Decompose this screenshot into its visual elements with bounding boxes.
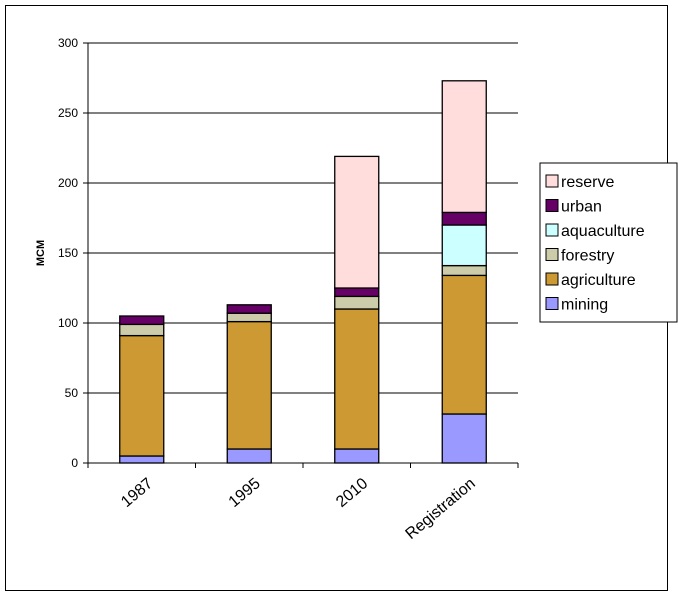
legend: reserve urban aquaculture forestry agricultu…	[539, 162, 678, 323]
y-axis-title: MCM	[35, 240, 47, 266]
legend-swatch-agriculture	[545, 272, 559, 286]
bar-segment-aquaculture-registration	[441, 224, 487, 267]
legend-label-reserve: reserve	[561, 174, 614, 191]
legend-label-aquaculture: aquaculture	[561, 223, 645, 240]
bar-segment-agriculture-registration	[441, 274, 487, 415]
bar-segment-forestry-registration	[441, 264, 487, 277]
bar-segment-mining-1987	[119, 455, 165, 464]
bar-segment-reserve-2010	[334, 155, 380, 289]
x-category-label: Registration	[402, 475, 478, 543]
bar-segment-forestry-1987	[119, 323, 165, 337]
bar-segment-urban-1995	[226, 304, 272, 314]
legend-swatch-aquaculture	[545, 223, 559, 237]
y-tick-label: 300	[58, 36, 78, 50]
y-tick-label: 100	[58, 316, 78, 330]
x-category-label: 1995	[226, 475, 264, 511]
bar-segment-urban-registration	[441, 211, 487, 226]
legend-label-forestry: forestry	[561, 248, 614, 265]
bar-segment-urban-1987	[119, 315, 165, 326]
bar-segment-urban-2010	[334, 287, 380, 298]
legend-swatch-forestry	[545, 248, 559, 261]
bars	[119, 80, 487, 464]
y-ticks: 0 50 100 150 200 250 300	[58, 36, 88, 470]
y-tick-label: 250	[58, 106, 78, 120]
legend-swatch-mining	[545, 297, 559, 310]
bar-segment-mining-1995	[226, 448, 272, 464]
bar-segment-reserve-registration	[441, 80, 487, 214]
legend-label-agriculture: agriculture	[561, 272, 636, 289]
bar-segment-agriculture-1987	[119, 334, 165, 457]
legend-box	[539, 162, 678, 323]
y-tick-label: 200	[58, 176, 78, 190]
y-tick-label: 150	[58, 246, 78, 260]
x-category-label: 1987	[118, 475, 156, 511]
bar-segment-mining-2010	[334, 448, 380, 464]
y-tick-label: 0	[71, 456, 78, 470]
legend-swatch-reserve	[545, 174, 559, 188]
y-tick-label: 50	[65, 386, 79, 400]
legend-label-mining: mining	[561, 297, 608, 314]
x-ticks: 1987 1995 2010 Registration	[87, 463, 519, 543]
bar-segment-forestry-1995	[226, 312, 272, 323]
legend-label-urban: urban	[561, 199, 602, 216]
x-category-label: 2010	[333, 475, 371, 511]
bar-segment-mining-registration	[441, 413, 487, 464]
bar-segment-agriculture-1995	[226, 320, 272, 450]
bar-segment-forestry-2010	[334, 295, 380, 310]
legend-swatch-urban	[545, 199, 559, 212]
bar-segment-agriculture-2010	[334, 308, 380, 450]
